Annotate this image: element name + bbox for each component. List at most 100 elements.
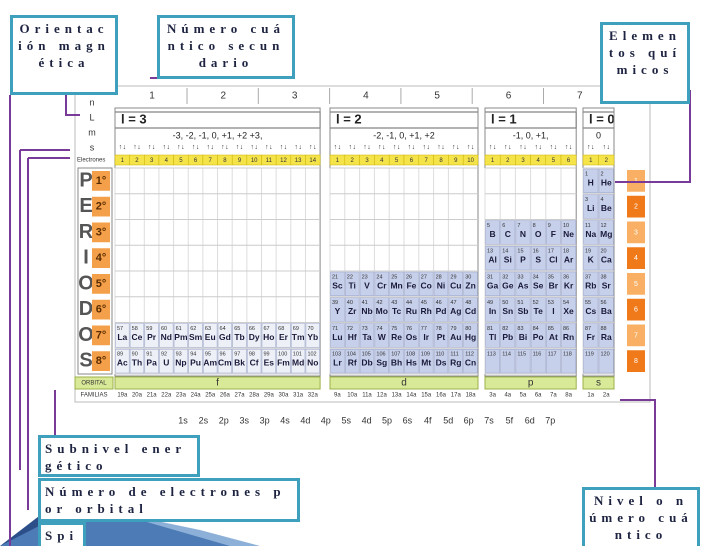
element-symbol: Er	[279, 332, 289, 342]
element-cell	[261, 323, 276, 348]
family: 11a	[362, 393, 372, 399]
atomic-number: 91	[146, 352, 152, 358]
families-label: FAMILIAS	[80, 393, 107, 399]
family: 1a	[587, 393, 594, 399]
element-symbol: Cd	[465, 306, 476, 316]
element-symbol: Xe	[563, 306, 574, 316]
atomic-number: 52	[533, 300, 539, 306]
atomic-number: 90	[132, 352, 138, 358]
element-symbol: C	[505, 229, 511, 239]
electron-number: 5	[552, 158, 556, 164]
family: 26a	[220, 393, 231, 399]
spin-arrow: ↑	[437, 144, 441, 151]
element-cell	[448, 349, 463, 374]
element-symbol: Ar	[564, 255, 574, 265]
element-symbol: Md	[292, 358, 304, 368]
element-symbol: N	[520, 229, 526, 239]
element-symbol: Y	[335, 306, 341, 316]
element-symbol: Mt	[421, 358, 431, 368]
spin-arrow: ↑	[534, 144, 538, 151]
level-badge	[627, 195, 645, 218]
block-m: 0	[596, 130, 601, 140]
element-symbol: Ru	[406, 306, 417, 316]
atomic-number: 73	[362, 326, 368, 332]
element-symbol: Os	[406, 332, 418, 342]
level-right: 3	[634, 229, 638, 236]
orbital-sequence: 4d	[362, 415, 372, 425]
quantum-label: m	[88, 127, 96, 137]
family: 22a	[161, 393, 172, 399]
element-symbol: Tl	[489, 332, 497, 342]
element-cell	[330, 297, 345, 322]
spin-arrow: ↓	[493, 144, 497, 151]
element-symbol: U	[163, 358, 169, 368]
element-cell	[144, 323, 159, 348]
spin-arrow: ↓	[284, 144, 288, 151]
element-cell	[374, 349, 389, 374]
element-symbol: Zr	[348, 306, 357, 316]
atomic-number: 60	[161, 326, 167, 332]
element-cell	[115, 349, 130, 374]
element-cell	[515, 297, 531, 322]
element-cell	[463, 349, 478, 374]
electron-number: 3	[521, 158, 525, 164]
atomic-number: 65	[234, 326, 240, 332]
family: 9a	[334, 393, 341, 399]
spin-arrow: ↓	[225, 144, 229, 151]
atomic-number: 113	[487, 352, 496, 358]
spin-arrow: ↑	[452, 144, 456, 151]
element-symbol: Ni	[437, 280, 446, 290]
element-symbol: Lu	[332, 332, 342, 342]
electron-cell	[462, 154, 479, 166]
frame	[74, 85, 651, 403]
element-cell	[404, 271, 419, 296]
element-cell	[419, 297, 434, 322]
family: 24a	[191, 393, 202, 399]
atomic-number: 59	[146, 326, 152, 332]
element-symbol: Es	[264, 358, 275, 368]
atomic-number: 8	[533, 223, 536, 229]
element-cell	[485, 297, 500, 322]
element-symbol: Eu	[205, 332, 216, 342]
orbital-name: d	[401, 378, 407, 389]
spin-arrow: ↑	[148, 144, 152, 151]
element-symbol: Rn	[563, 332, 574, 342]
element-cell	[247, 323, 262, 348]
spin-arrow: ↑	[334, 144, 338, 151]
level-number: 3	[292, 91, 298, 102]
element-symbol: Cs	[585, 306, 596, 316]
atomic-number: 21	[332, 274, 338, 280]
period-label: 3°	[96, 226, 107, 238]
element-cell	[330, 349, 345, 374]
level-right: 4	[634, 255, 638, 262]
callout-level: Nivel o número cuántico	[582, 487, 700, 546]
callout-sublevel: Subnivel energético	[38, 435, 200, 477]
period-letter: S	[79, 350, 92, 372]
spin-arrow: ↓	[471, 144, 475, 151]
element-symbol: Tb	[234, 332, 244, 342]
spin-arrow: ↓	[508, 144, 512, 151]
spin-arrow: ↑	[363, 144, 367, 151]
element-symbol: Ir	[423, 332, 429, 342]
spin-arrow: ↓	[269, 144, 273, 151]
atomic-number: 51	[517, 300, 523, 306]
electron-number: 7	[209, 158, 213, 164]
spin-arrow: ↑	[550, 144, 554, 151]
atomic-number: 116	[533, 352, 542, 358]
element-symbol: Cu	[450, 280, 461, 290]
level-badge	[627, 324, 645, 347]
atomic-number: 76	[406, 326, 412, 332]
element-cell	[389, 271, 404, 296]
orbital-sequence: 6p	[464, 415, 474, 425]
electron-number: 6	[567, 158, 571, 164]
element-cell	[276, 349, 291, 374]
atomic-number: 100	[278, 352, 287, 358]
atomic-number: 17	[548, 249, 554, 255]
electron-number: 3	[365, 158, 369, 164]
electron-number: 5	[179, 158, 183, 164]
element-cell	[546, 323, 561, 348]
element-cell	[561, 323, 576, 348]
atomic-number: 56	[601, 300, 607, 306]
element-symbol: Br	[549, 280, 559, 290]
